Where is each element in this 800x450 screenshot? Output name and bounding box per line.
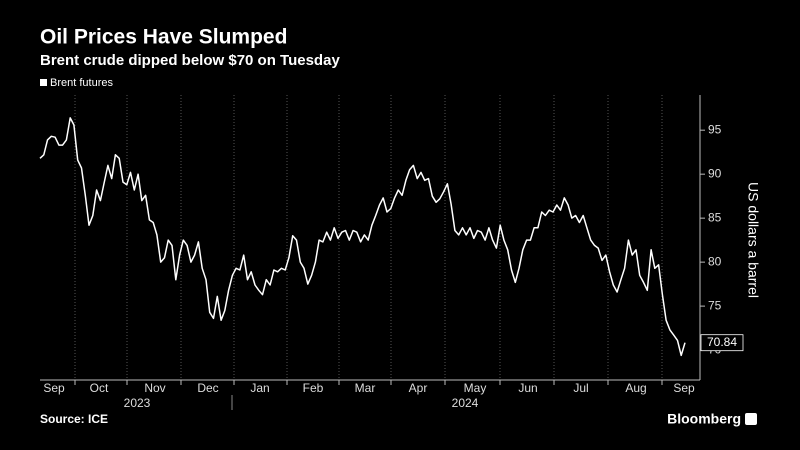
x-tick-label: Oct — [90, 381, 109, 395]
y-tick-label: 95 — [708, 122, 722, 136]
x-tick-label: Mar — [355, 381, 376, 395]
chart-title: Oil Prices Have Slumped — [40, 26, 287, 49]
y-tick-label: 85 — [708, 210, 722, 224]
x-tick-label: Dec — [197, 381, 218, 395]
x-tick-label: Jul — [573, 381, 588, 395]
end-label: 70.84 — [707, 335, 737, 349]
x-tick-label: May — [464, 381, 487, 395]
legend-label: Brent futures — [50, 77, 113, 89]
price-line — [39, 117, 686, 357]
brand: Bloomberg — [667, 411, 741, 427]
x-tick-label: Jan — [250, 381, 269, 395]
x-tick-label: Sep — [673, 381, 695, 395]
x-tick-label: Aug — [625, 381, 646, 395]
x-tick-label: Sep — [43, 381, 65, 395]
x-tick-label: Apr — [409, 381, 428, 395]
end-label-box — [700, 334, 744, 352]
brand-icon — [745, 413, 757, 425]
y-tick-label: 90 — [708, 166, 722, 180]
x-tick-label: Nov — [144, 381, 165, 395]
y-tick-label: 75 — [708, 298, 722, 312]
y-axis-label: US dollars a barrel — [745, 182, 761, 298]
year-label: 2024 — [452, 396, 479, 410]
chart-subtitle: Brent crude dipped below $70 on Tuesday — [40, 52, 340, 69]
x-tick-label: Jun — [518, 381, 537, 395]
y-tick-label: 80 — [708, 254, 722, 268]
legend-swatch — [40, 79, 47, 86]
year-label: 2023 — [124, 396, 151, 410]
source: Source: ICE — [40, 412, 108, 426]
x-tick-label: Feb — [303, 381, 324, 395]
